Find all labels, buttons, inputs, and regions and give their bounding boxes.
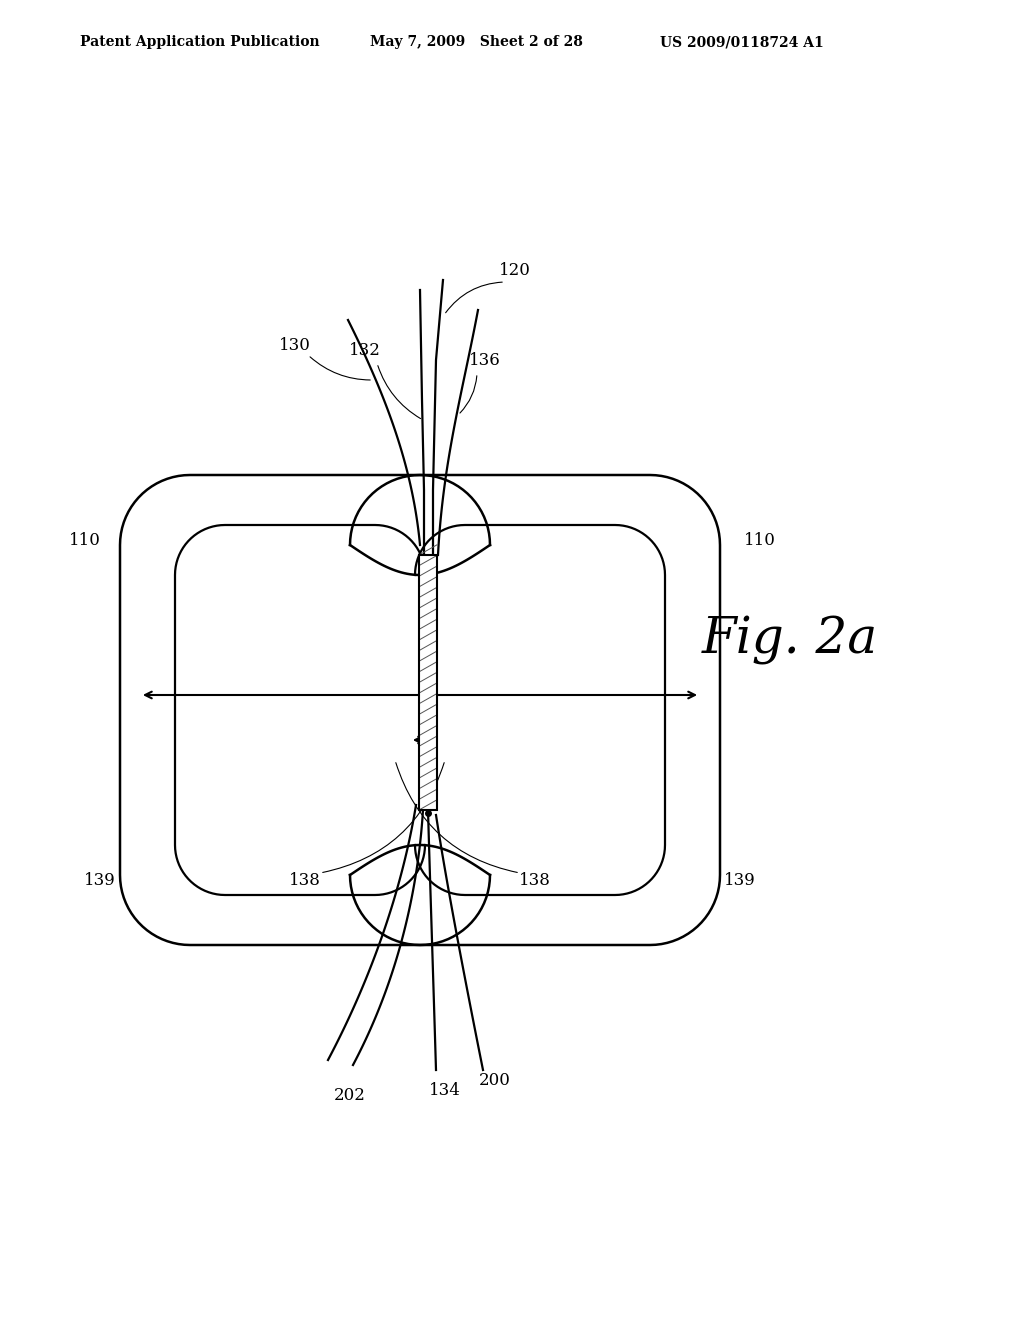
Bar [419,554,437,810]
Text: 139: 139 [724,873,756,888]
Text: 138: 138 [519,873,551,888]
Text: 120: 120 [499,261,530,279]
Text: 110: 110 [69,532,101,549]
Text: Fig. 2a: Fig. 2a [701,615,878,665]
Text: 134: 134 [429,1082,461,1100]
Text: 110: 110 [744,532,776,549]
Text: 202: 202 [334,1086,366,1104]
Text: May 7, 2009   Sheet 2 of 28: May 7, 2009 Sheet 2 of 28 [370,36,583,49]
Text: 138: 138 [289,873,321,888]
Text: 132: 132 [349,342,381,359]
Text: 200: 200 [479,1072,511,1089]
Text: US 2009/0118724 A1: US 2009/0118724 A1 [660,36,823,49]
Bar [419,554,437,810]
Text: Patent Application Publication: Patent Application Publication [80,36,319,49]
Text: 139: 139 [84,873,116,888]
Text: 136: 136 [469,352,501,370]
Text: 130: 130 [280,337,311,354]
